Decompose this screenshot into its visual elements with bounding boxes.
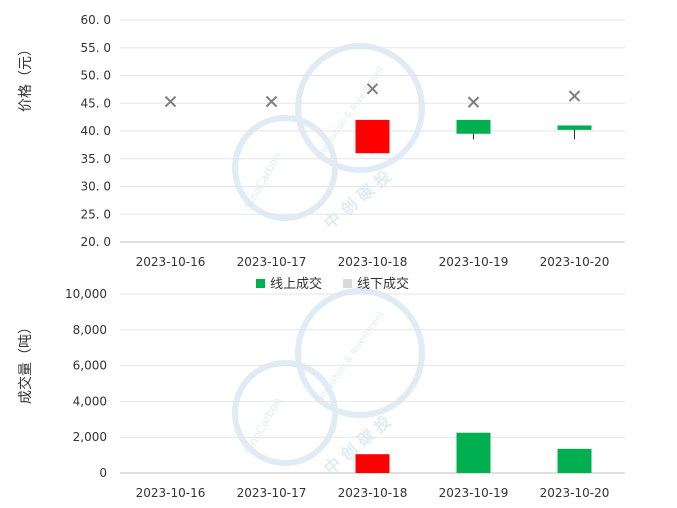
offline-price-marker [366,83,379,95]
offline-price-marker [467,96,480,108]
legend-swatch-offline [343,279,352,288]
price-x-ticks: 2023-10-16 2023-10-17 2023-10-18 2023-10-19… [136,255,610,269]
volume-y-tick-label: 2,000 [73,430,107,444]
legend-label-online: 线上成交 [270,276,322,292]
price-y-tick-label: 45. 0 [80,96,111,110]
price-y-tick-label: 25. 0 [80,207,111,221]
watermark-logo-top: 中 创 碳 投 SinoCarbon Innovation & Investme… [232,43,425,233]
price-x-tick-label: 2023-10-20 [540,255,610,269]
candle-body [355,119,390,154]
volume-y-tick-label: 10,000 [65,287,107,301]
volume-y-tick-label: 0 [99,466,107,480]
candle-body [456,119,491,134]
offline-marker-stroke [467,96,480,108]
price-y-tick-label: 55. 0 [80,41,111,55]
price-x-tick-label: 2023-10-19 [439,255,509,269]
offline-price-marker [568,90,581,102]
price-y-tick-label: 35. 0 [80,152,111,166]
volume-x-tick-label: 2023-10-16 [136,486,206,500]
price-gridlines [120,19,625,243]
volume-x-tick-label: 2023-10-17 [237,486,307,500]
volume-y-tick-label: 6,000 [73,359,107,373]
price-y-tick-label: 50. 0 [80,69,111,83]
price-marks [164,83,592,154]
watermark-brand-en2-bottom: Innovation & Investment [314,309,386,406]
volume-bar [557,448,592,473]
price-x-tick-label: 2023-10-16 [136,255,206,269]
price-y-tick-label: 20. 0 [80,235,111,249]
volume-bars [355,432,592,473]
volume-x-tick-label: 2023-10-18 [338,486,408,500]
volume-y-tick-label: 4,000 [73,394,107,408]
offline-marker-stroke [265,95,278,108]
volume-bar [456,432,491,473]
volume-y-ticks: 0 2,000 4,000 6,000 8,000 10,000 [65,287,107,480]
watermark-logo-bottom: 中 创 碳 投 SinoCarbon Innovation & Investme… [232,288,425,478]
volume-x-tick-label: 2023-10-20 [540,486,610,500]
watermark-brand-en-top: SinoCarbon [241,150,284,211]
price-y-tick-label: 30. 0 [80,180,111,194]
offline-price-marker [265,95,278,108]
offline-marker-stroke [568,90,581,102]
watermark-brand-en-bottom: SinoCarbon [241,395,284,456]
price-y-tick-label: 40. 0 [80,124,111,138]
price-x-tick-label: 2023-10-18 [338,255,408,269]
volume-x-ticks: 2023-10-16 2023-10-17 2023-10-18 2023-10-19… [136,486,610,500]
volume-y-tick-label: 8,000 [73,323,107,337]
price-x-tick-label: 2023-10-17 [237,255,307,269]
volume-x-tick-label: 2023-10-19 [439,486,509,500]
volume-y-axis-label: 成交量（吨） [17,320,34,404]
volume-bar [355,454,390,473]
offline-marker-stroke [164,95,177,108]
price-y-axis-label: 价格（元） [18,42,34,112]
candle-body [557,125,592,130]
offline-marker-stroke [366,83,379,95]
legend: 线上成交 线下成交 [256,276,409,292]
legend-swatch-online [256,279,265,288]
offline-price-marker [164,95,177,108]
price-y-tick-label: 60. 0 [80,13,111,27]
legend-label-offline: 线下成交 [357,276,409,292]
price-y-ticks: 20. 0 25. 0 30. 0 35. 0 40. 0 45. 0 50. 0 55. 0… [80,13,111,249]
